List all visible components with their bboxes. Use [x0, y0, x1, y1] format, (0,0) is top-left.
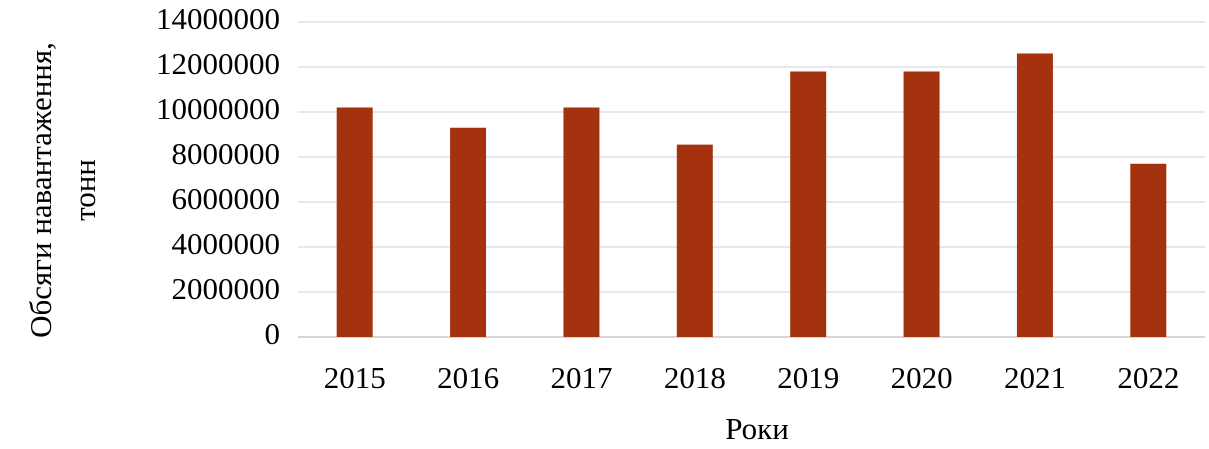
bar — [1016, 53, 1053, 337]
y-tick-label: 12000000 — [156, 46, 280, 81]
x-tick-label: 2020 — [891, 360, 953, 395]
bar — [790, 71, 827, 337]
x-axis-title: Роки — [725, 411, 789, 446]
y-tick-label: 10000000 — [156, 91, 280, 126]
y-axis-title: Обсяги навантаження, тонн — [23, 42, 102, 338]
y-tick-label: 6000000 — [172, 181, 281, 216]
x-tick-label: 2022 — [1117, 360, 1179, 395]
y-tick-label: 2000000 — [172, 271, 281, 306]
bar — [450, 127, 487, 337]
y-tick-label: 8000000 — [172, 136, 281, 171]
bar — [336, 107, 373, 337]
x-tick-label: 2018 — [664, 360, 726, 395]
bar — [676, 144, 713, 337]
bar — [563, 107, 600, 337]
y-tick-label: 14000000 — [156, 1, 280, 36]
y-tick-label: 4000000 — [172, 226, 281, 261]
x-tick-label: 2015 — [324, 360, 386, 395]
x-tick-label: 2019 — [777, 360, 839, 395]
y-tick-label: 0 — [265, 316, 281, 351]
x-tick-label: 2021 — [1004, 360, 1066, 395]
x-tick-label: 2017 — [550, 360, 612, 395]
bar — [903, 71, 940, 337]
bar — [1130, 163, 1167, 337]
x-tick-label: 2016 — [437, 360, 499, 395]
